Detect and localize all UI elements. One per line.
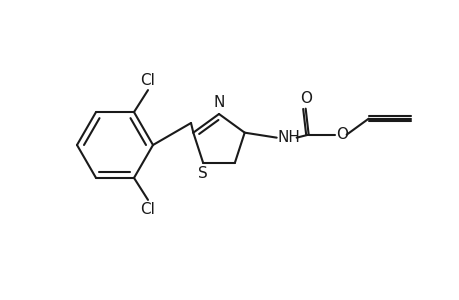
Text: Cl: Cl: [140, 202, 155, 217]
Text: Cl: Cl: [140, 73, 155, 88]
Text: S: S: [198, 166, 207, 181]
Text: O: O: [335, 127, 347, 142]
Text: N: N: [213, 95, 224, 110]
Text: NH: NH: [277, 130, 300, 145]
Text: O: O: [299, 91, 311, 106]
